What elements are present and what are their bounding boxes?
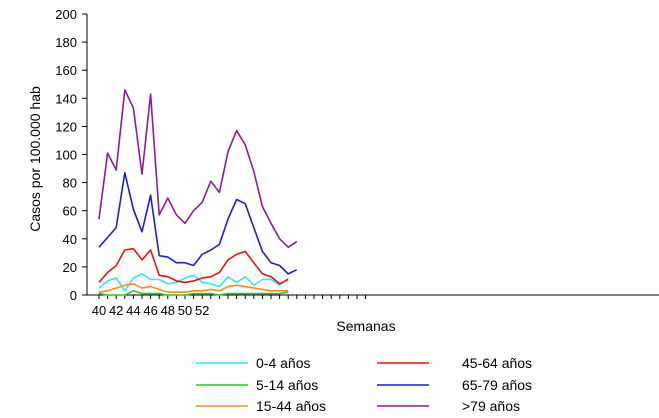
series-line-0: [98, 273, 289, 292]
series-line-4: [98, 172, 298, 275]
series-line-3: [98, 247, 289, 285]
legend-label-1: 5-14 años: [256, 377, 318, 393]
x-tick-label: 50: [178, 303, 192, 318]
x-tick-label: 52: [195, 303, 209, 318]
y-tick-label: 20: [63, 260, 77, 275]
x-tick-label: 48: [161, 303, 175, 318]
x-axis-title: Semanas: [336, 318, 395, 334]
y-tick-label: 60: [63, 204, 77, 219]
y-tick-label: 200: [55, 7, 77, 22]
y-tick-label: 80: [63, 176, 77, 191]
y-tick-label: 120: [55, 119, 77, 134]
y-tick-label: 100: [55, 148, 77, 163]
y-axis-title: Casos por 100.000 hab: [27, 86, 43, 232]
axes: [86, 14, 659, 296]
legend-label-4: 65-79 años: [462, 377, 532, 393]
legend: 0-4 años 5-14 años 15-44 años 45-64 años 65-…: [196, 355, 532, 414]
x-tick-label: 40: [92, 303, 106, 318]
y-tick-label: 140: [55, 91, 77, 106]
series-lines: [98, 89, 298, 296]
x-tick-label: 42: [109, 303, 123, 318]
y-tick-label: 160: [55, 63, 77, 78]
series-line-2: [98, 282, 289, 294]
y-tick-label: 180: [55, 35, 77, 50]
legend-label-5: >79 años: [462, 398, 520, 414]
y-tick-label: 0: [70, 288, 77, 303]
series-line-1: [98, 289, 289, 296]
y-ticks: 0 20 40 60 80 100 120 140 160 180 200: [55, 7, 87, 303]
y-tick-label: 40: [63, 232, 77, 247]
legend-label-0: 0-4 años: [256, 355, 310, 371]
x-tick-label: 44: [126, 303, 140, 318]
x-tick-label: 46: [143, 303, 157, 318]
legend-label-2: 15-44 años: [256, 398, 326, 414]
legend-label-3: 45-64 años: [462, 355, 532, 371]
series-line-5: [98, 89, 298, 248]
x-ticks: 40 42 44 46 48 50 52: [92, 295, 367, 318]
